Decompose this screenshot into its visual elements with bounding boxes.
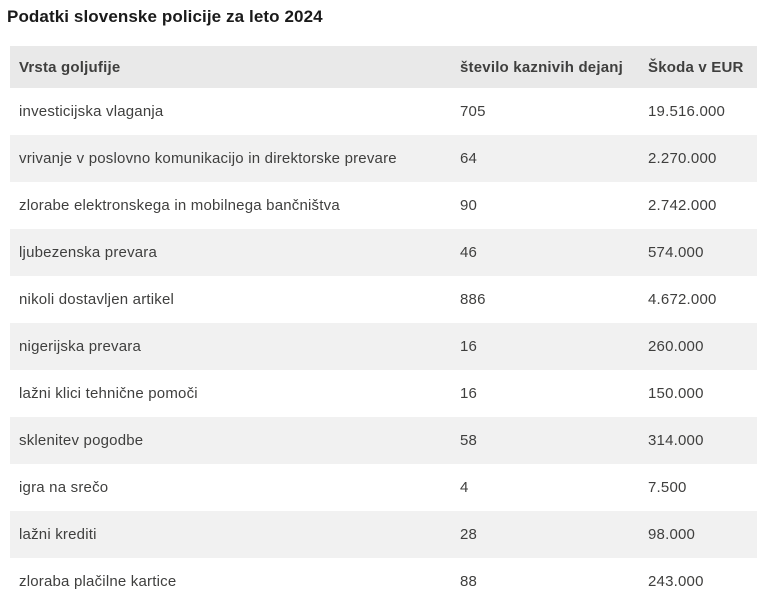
cell-skoda-v-eur: 2.742.000 — [648, 197, 717, 214]
table-row: lažni krediti 28 98.000 — [10, 511, 757, 558]
cell-stevilo-kaznivih-dejanj: 16 — [460, 338, 478, 355]
table-body: investicijska vlaganja 705 19.516.000 vr… — [10, 88, 757, 605]
table-row: nigerijska prevara 16 260.000 — [10, 323, 757, 370]
column-header-vrsta-goljufije: Vrsta goljufije — [10, 46, 451, 88]
cell-vrsta-goljufije: nikoli dostavljen artikel — [19, 291, 175, 308]
table-row: zloraba plačilne kartice 88 243.000 — [10, 558, 757, 605]
cell-stevilo-kaznivih-dejanj: 28 — [460, 526, 478, 543]
cell-skoda-v-eur: 2.270.000 — [648, 150, 717, 167]
cell-stevilo-kaznivih-dejanj: 88 — [460, 573, 478, 590]
page-title: Podatki slovenske policije za leto 2024 — [7, 7, 323, 26]
fraud-table-container: Vrsta goljufije število kaznivih dejanj … — [10, 46, 757, 605]
cell-stevilo-kaznivih-dejanj: 90 — [460, 197, 478, 214]
table-row: vrivanje v poslovno komunikacijo in dire… — [10, 135, 757, 182]
cell-vrsta-goljufije: vrivanje v poslovno komunikacijo in dire… — [19, 150, 397, 167]
cell-stevilo-kaznivih-dejanj: 58 — [460, 432, 478, 449]
cell-stevilo-kaznivih-dejanj: 64 — [460, 150, 478, 167]
cell-skoda-v-eur: 243.000 — [648, 573, 704, 590]
cell-skoda-v-eur: 4.672.000 — [648, 291, 717, 308]
cell-skoda-v-eur: 19.516.000 — [648, 103, 726, 120]
cell-stevilo-kaznivih-dejanj: 4 — [460, 479, 469, 496]
cell-stevilo-kaznivih-dejanj: 46 — [460, 244, 478, 261]
cell-stevilo-kaznivih-dejanj: 705 — [460, 103, 486, 120]
cell-vrsta-goljufije: nigerijska prevara — [19, 338, 141, 355]
table-row: lažni klici tehnične pomoči 16 150.000 — [10, 370, 757, 417]
cell-vrsta-goljufije: zlorabe elektronskega in mobilnega bančn… — [19, 197, 340, 214]
cell-vrsta-goljufije: ljubezenska prevara — [19, 244, 158, 261]
cell-skoda-v-eur: 314.000 — [648, 432, 704, 449]
cell-stevilo-kaznivih-dejanj: 886 — [460, 291, 486, 308]
cell-skoda-v-eur: 7.500 — [648, 479, 687, 496]
table-row: investicijska vlaganja 705 19.516.000 — [10, 88, 757, 135]
cell-vrsta-goljufije: zloraba plačilne kartice — [19, 573, 177, 590]
cell-stevilo-kaznivih-dejanj: 16 — [460, 385, 478, 402]
cell-skoda-v-eur: 98.000 — [648, 526, 696, 543]
column-header-stevilo-kaznivih-dejanj: število kaznivih dejanj — [451, 46, 639, 88]
table-row: sklenitev pogodbe 58 314.000 — [10, 417, 757, 464]
table-row: igra na srečo 4 7.500 — [10, 464, 757, 511]
column-header-skoda-v-eur: Škoda v EUR — [639, 46, 757, 88]
table-header-row: Vrsta goljufije število kaznivih dejanj … — [10, 46, 757, 88]
cell-vrsta-goljufije: lažni klici tehnične pomoči — [19, 385, 198, 402]
cell-vrsta-goljufije: sklenitev pogodbe — [19, 432, 144, 449]
fraud-table: Vrsta goljufije število kaznivih dejanj … — [10, 46, 757, 605]
cell-vrsta-goljufije: lažni krediti — [19, 526, 97, 543]
cell-skoda-v-eur: 574.000 — [648, 244, 704, 261]
table-row: nikoli dostavljen artikel 886 4.672.000 — [10, 276, 757, 323]
cell-skoda-v-eur: 150.000 — [648, 385, 704, 402]
cell-vrsta-goljufije: investicijska vlaganja — [19, 103, 164, 120]
cell-skoda-v-eur: 260.000 — [648, 338, 704, 355]
table-row: zlorabe elektronskega in mobilnega bančn… — [10, 182, 757, 229]
cell-vrsta-goljufije: igra na srečo — [19, 479, 109, 496]
table-row: ljubezenska prevara 46 574.000 — [10, 229, 757, 276]
